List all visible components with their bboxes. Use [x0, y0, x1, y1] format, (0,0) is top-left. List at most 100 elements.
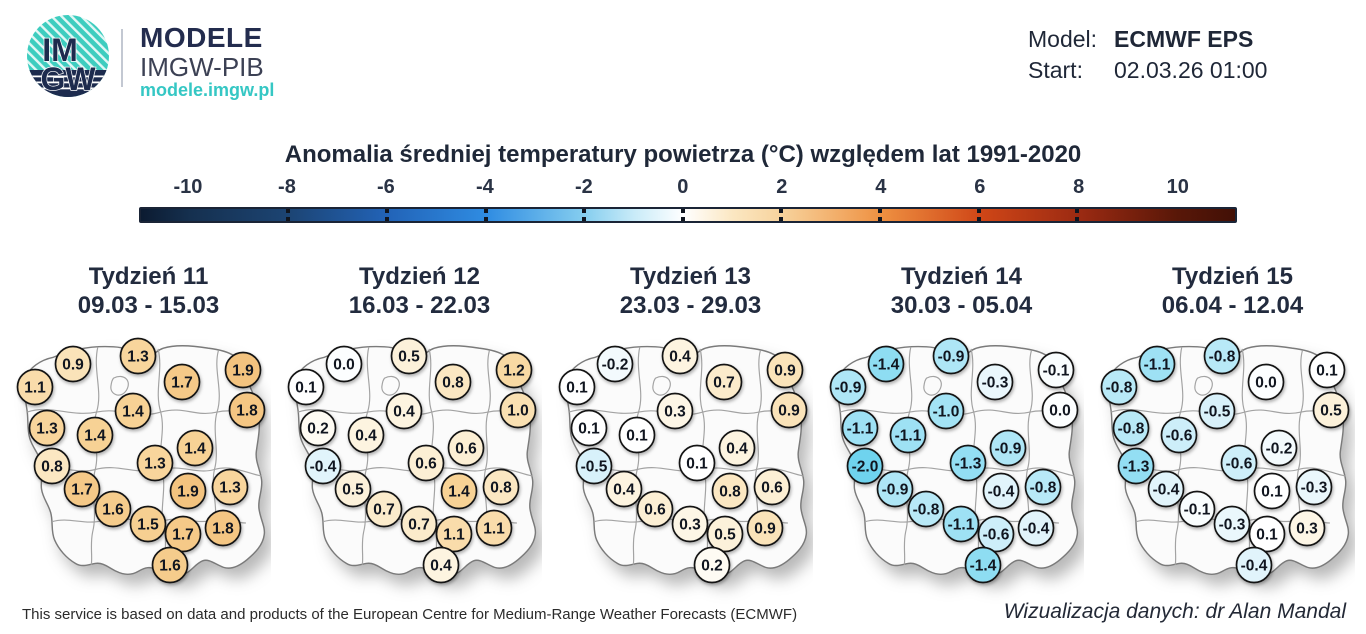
station-circle	[558, 368, 596, 406]
station-value: 1.3	[127, 349, 149, 366]
week-label: Tydzień 15	[1172, 263, 1293, 290]
station-circle	[1160, 416, 1198, 454]
station-value: -0.6	[983, 527, 1010, 544]
station-circle	[575, 447, 613, 485]
colorbar-notch	[1075, 209, 1080, 213]
station-value: 0.1	[1256, 527, 1278, 544]
model-value: ECMWF EPS	[1114, 26, 1254, 52]
week-dates: 06.04 - 12.04	[1161, 292, 1304, 319]
station-value: -0.3	[1301, 480, 1328, 497]
station-circle	[1041, 391, 1079, 429]
week-dates: 16.03 - 22.03	[348, 292, 491, 319]
station-circle	[889, 416, 927, 454]
colorbar-notch	[286, 209, 291, 213]
logo-letters-gw: GW	[40, 61, 96, 97]
station-circle	[347, 416, 385, 454]
station-value: 1.0	[507, 403, 529, 420]
station-value: -1.3	[1123, 459, 1150, 476]
station-circle	[1203, 337, 1241, 375]
station-value: -2.0	[852, 459, 879, 476]
station-value: -0.9	[882, 482, 909, 499]
model-label: Model:	[1028, 26, 1098, 52]
poland-map-5: -1.1 -0.8 0.0 0.1 -0.8 0.5 -0.5 -0.8 -0.6 -0.2 -1.…	[1100, 337, 1350, 584]
station-value: -0.4	[310, 459, 337, 476]
station-value: -0.9	[938, 349, 965, 366]
station-circle	[482, 468, 520, 506]
station-value: 0.5	[342, 482, 364, 499]
colorbar-notch	[286, 217, 291, 221]
station-value: 0.4	[355, 428, 377, 445]
station-circle	[942, 505, 980, 543]
station-circle	[976, 363, 1014, 401]
station-value: -1.3	[955, 456, 982, 473]
colorbar-notch	[976, 209, 981, 213]
station-circle	[304, 447, 342, 485]
station-circle	[54, 345, 92, 383]
station-value: -0.8	[1030, 480, 1057, 497]
station-value: 0.6	[644, 502, 666, 519]
colorbar-tick-label: -6	[377, 176, 395, 198]
colorbar-tick-label: 0	[677, 176, 689, 198]
week-dates: 30.03 - 05.04	[890, 292, 1033, 319]
station-circle	[932, 337, 970, 375]
station-value: 1.3	[219, 480, 241, 497]
station-circle	[656, 392, 694, 430]
station-circle	[334, 470, 372, 508]
colorbar-notch	[483, 217, 488, 221]
station-circle	[964, 546, 1002, 584]
colorbar	[139, 207, 1237, 223]
station-circle	[407, 444, 445, 482]
station-circle	[434, 363, 472, 401]
station-value: 0.1	[566, 380, 588, 397]
station-circle	[1100, 368, 1138, 406]
station-circle	[876, 470, 914, 508]
region-border	[923, 375, 942, 396]
logo-letters-im: IM	[42, 32, 78, 68]
station-circle	[596, 345, 634, 383]
station-circle	[867, 345, 905, 383]
station-value: 0.9	[778, 403, 800, 420]
station-circle	[164, 515, 202, 553]
station-circle	[705, 363, 743, 401]
station-circle	[1288, 509, 1326, 547]
colorbar-notch	[779, 217, 784, 221]
station-circle	[385, 392, 423, 430]
station-circle	[636, 490, 674, 528]
station-value: -1.1	[895, 428, 922, 445]
station-value: 0.6	[455, 441, 477, 458]
station-circle	[224, 351, 262, 389]
colorbar-tick-label: 10	[1166, 176, 1189, 198]
station-circle	[114, 392, 152, 430]
station-value: 1.9	[177, 484, 199, 501]
station-circle	[982, 472, 1020, 510]
station-value: 0.1	[686, 456, 708, 473]
station-circle	[1178, 490, 1216, 528]
station-circle	[390, 337, 428, 375]
station-value: 1.6	[159, 558, 181, 575]
colorbar-notch	[680, 209, 685, 213]
station-circle	[927, 392, 965, 430]
footer-attribution: This service is based on data and produc…	[22, 606, 798, 623]
model-run-info: Model: ECMWF EPS Start: 02.03.26 01:00	[1028, 24, 1267, 86]
station-circle	[365, 490, 403, 528]
station-value: 0.9	[62, 357, 84, 374]
station-value: -0.8	[913, 502, 940, 519]
station-circle	[1147, 470, 1185, 508]
station-circle	[76, 416, 114, 454]
station-value: 1.6	[102, 502, 124, 519]
station-value: 1.2	[503, 363, 525, 380]
station-circle	[1248, 515, 1286, 553]
station-value: -1.1	[1144, 357, 1171, 374]
station-circle	[605, 470, 643, 508]
station-circle	[447, 429, 485, 467]
station-value: 0.9	[774, 363, 796, 380]
station-circle	[151, 546, 189, 584]
station-value: -1.1	[847, 421, 874, 438]
station-circle	[570, 409, 608, 447]
station-circle	[1295, 468, 1333, 506]
station-circle	[678, 444, 716, 482]
region-border	[110, 375, 129, 396]
station-value: 1.4	[184, 441, 206, 458]
station-value: 0.4	[613, 482, 635, 499]
station-value: 0.3	[1296, 521, 1318, 538]
